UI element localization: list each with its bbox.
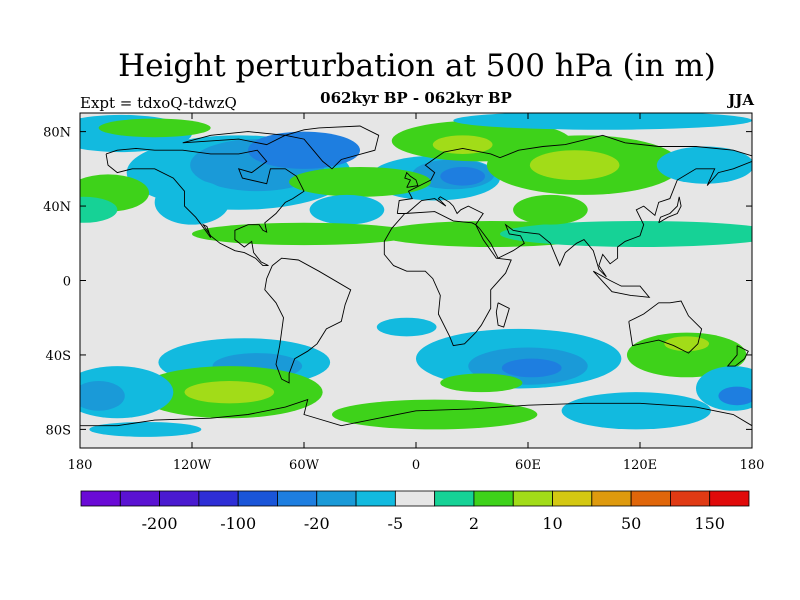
blob-arctic-green xyxy=(98,118,211,138)
coast-antarctica xyxy=(80,398,752,427)
coast-asia-south xyxy=(397,160,752,278)
blob-amundsen-core xyxy=(184,381,275,404)
lat-tick-label: 40S xyxy=(46,349,71,364)
blob-barents-core xyxy=(432,135,493,154)
colorbar-label: 2 xyxy=(469,514,479,533)
blob-kamchatka-low xyxy=(656,146,752,184)
lon-tick-label: 120W xyxy=(173,458,212,473)
coast-south-america xyxy=(264,257,352,384)
lon-tick-label: 120E xyxy=(623,458,657,473)
blob-asia-high xyxy=(513,194,588,225)
colorbar-swatch xyxy=(709,490,750,507)
coast-uk xyxy=(404,171,419,188)
blob-eantarctic-low xyxy=(561,392,711,430)
coast-africa xyxy=(383,211,512,347)
colorbar-label: -100 xyxy=(220,514,256,533)
colorbar-swatch xyxy=(670,490,711,507)
blob-australia-high xyxy=(626,332,747,378)
colorbar-swatch xyxy=(434,490,475,507)
coast-madagascar xyxy=(495,302,510,328)
colorbar-label: -20 xyxy=(304,514,330,533)
coast-indonesia xyxy=(592,270,651,298)
colorbar-swatch xyxy=(237,490,278,507)
colorbar-label: 150 xyxy=(694,514,725,533)
blob-australia-core xyxy=(664,336,710,352)
blob-sindian-high xyxy=(440,373,523,393)
colorbar-swatch xyxy=(80,490,121,507)
blob-polar-low xyxy=(453,113,752,130)
blob-atlantic-high xyxy=(289,166,431,197)
blob-greenland-low xyxy=(248,131,360,169)
colorbar-swatch xyxy=(159,490,200,507)
blob-subtropic-band xyxy=(192,222,416,246)
colorbar-swatch xyxy=(473,490,514,507)
colorbar-swatch xyxy=(198,490,239,507)
colorbar-label: -5 xyxy=(388,514,404,533)
colorbar-swatch xyxy=(119,490,160,507)
lat-tick-label: 80N xyxy=(43,126,71,141)
lon-tick-label: 60W xyxy=(289,458,320,473)
lon-tick-label: 180 xyxy=(740,458,765,473)
colorbar-swatch xyxy=(591,490,632,507)
blob-weddell-high xyxy=(332,399,538,430)
coast-arctic-islands xyxy=(182,131,287,146)
colorbar-swatch xyxy=(316,490,357,507)
colorbar-swatch xyxy=(277,490,318,507)
blob-indian-dark xyxy=(501,358,562,378)
coast-japan xyxy=(658,196,682,224)
colorbar-swatch xyxy=(552,490,593,507)
lat-tick-label: 0 xyxy=(63,275,71,290)
colorbar: -200 -100 -20 -5 2 10 50 150 xyxy=(80,490,750,533)
colorbar-label: 10 xyxy=(542,514,562,533)
blob-antarctic-low xyxy=(89,421,202,437)
colorbar-swatch xyxy=(355,490,396,507)
coastlines xyxy=(80,125,752,427)
coast-north-america xyxy=(105,147,305,267)
chart-title: Height perturbation at 500 hPa (in m) xyxy=(118,48,716,84)
lon-tick-label: 180 xyxy=(68,458,93,473)
blob-europe-dark xyxy=(440,166,486,186)
lat-tick-label: 80S xyxy=(46,423,71,438)
blob-asia-band xyxy=(500,220,752,247)
blob-midatlantic-low xyxy=(309,194,385,225)
colorbar-swatch xyxy=(512,490,553,507)
lon-tick-label: 0 xyxy=(412,458,420,473)
coast-new-zealand xyxy=(726,345,749,367)
chart-subtitle: 062kyr BP - 062kyr BP xyxy=(320,89,512,107)
lon-tick-label: 60E xyxy=(515,458,541,473)
coast-eurasia xyxy=(396,134,752,214)
blob-satlantic-low xyxy=(376,317,437,337)
lat-tick-label: 40N xyxy=(43,200,71,215)
colorbar-swatch xyxy=(394,490,436,507)
blob-dateline-high xyxy=(80,196,118,223)
colorbar-label: 50 xyxy=(621,514,641,533)
blob-ross-mid xyxy=(80,381,125,411)
axis-ticks: 180 120W 60W 0 60E 120E 180 80N 40N 0 40S 80S xyxy=(43,113,764,473)
blob-westus-low xyxy=(154,180,230,225)
height-contours xyxy=(80,113,752,437)
season-label: JJA xyxy=(728,91,754,109)
blob-siberia-core xyxy=(529,150,620,180)
experiment-label: Expt = tdxoQ-tdwzQ xyxy=(80,94,237,112)
map-area xyxy=(80,113,752,448)
coast-australia xyxy=(628,300,703,354)
coast-greenland xyxy=(285,125,380,170)
blob-tasman-dark xyxy=(718,386,752,406)
colorbar-swatch xyxy=(630,490,671,507)
colorbar-label: -200 xyxy=(142,514,178,533)
